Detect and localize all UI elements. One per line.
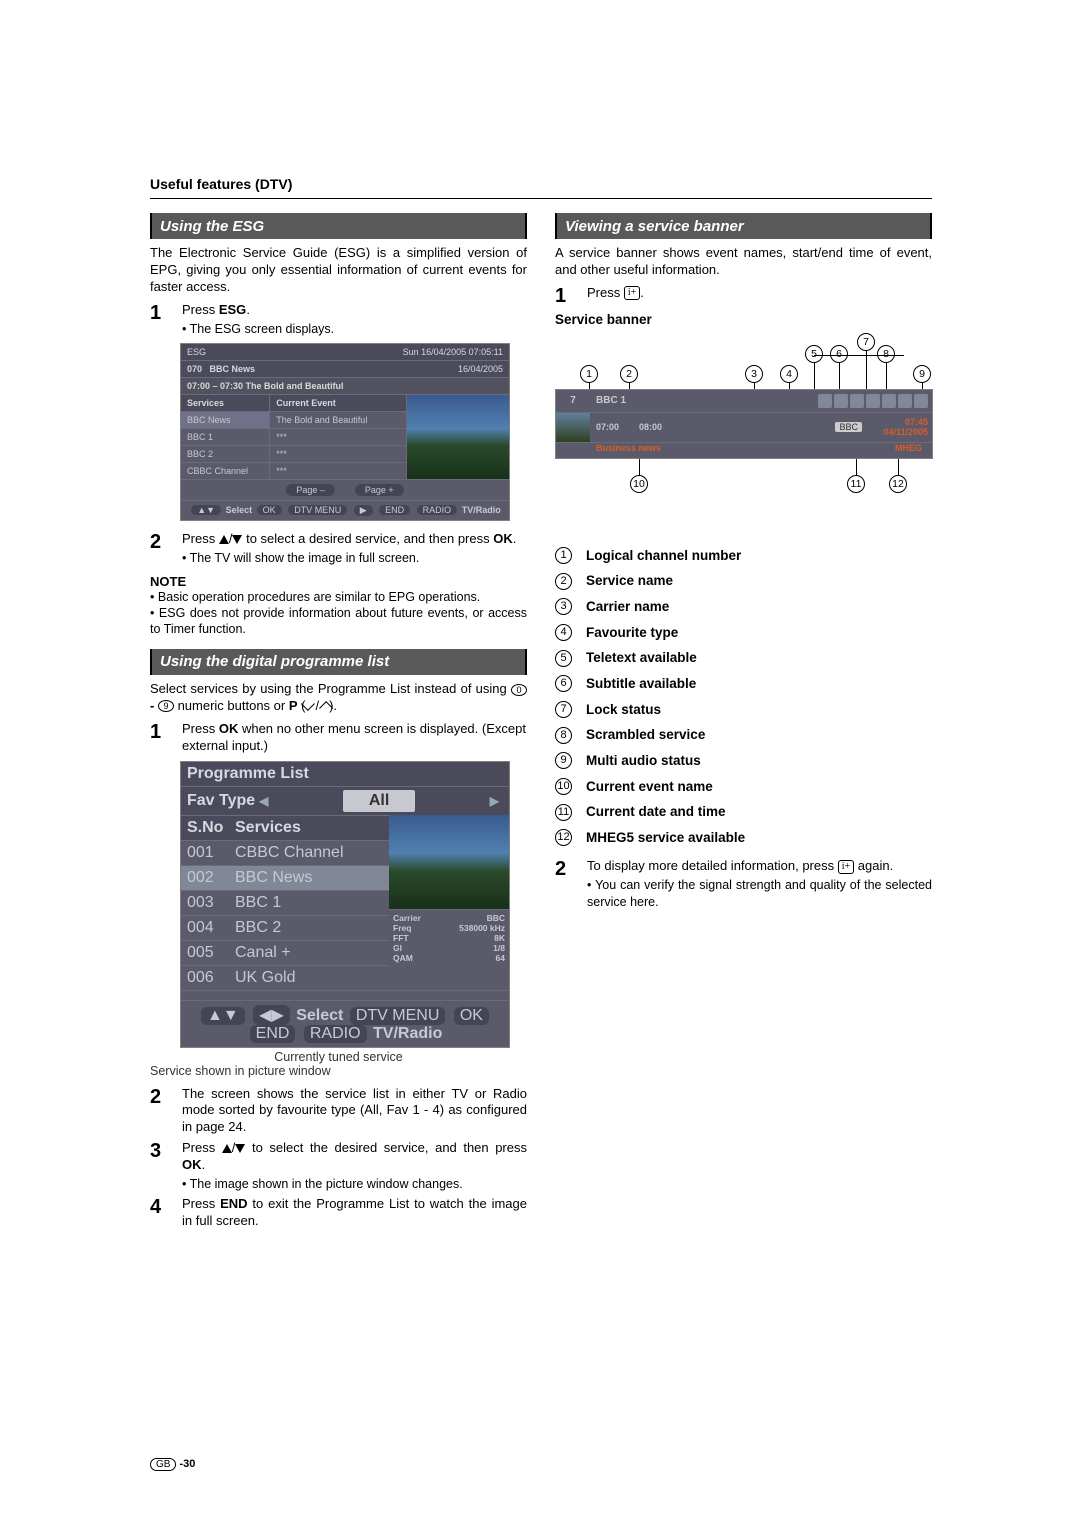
legend-list: 1Logical channel number 2Service name 3C…: [555, 543, 932, 851]
callout-10: 10: [630, 475, 648, 493]
note-heading: NOTE: [150, 574, 527, 589]
banner-channel-number: 7: [556, 395, 590, 406]
lock-icon: [866, 394, 880, 408]
heading-service-banner: Viewing a service banner: [557, 213, 930, 239]
scrambled-icon: [882, 394, 896, 408]
callout-6: 6: [830, 345, 848, 363]
step-2c: 2 To display more detailed information, …: [555, 858, 932, 909]
info-icon: i+: [838, 860, 854, 874]
step-2b: 2 The screen shows the service list in e…: [150, 1086, 527, 1137]
down-icon: [232, 535, 242, 544]
callout-5: 5: [805, 345, 823, 363]
heading-programme-list: Using the digital programme list: [152, 649, 525, 675]
page-footer: GB -30: [150, 1458, 195, 1470]
step-1b: 1 Press OK when no other menu screen is …: [150, 721, 527, 755]
down-icon: [235, 1144, 245, 1153]
programme-list-figure: Programme List Fav Type◀All▶ S.NoService…: [180, 761, 510, 1048]
callout-8: 8: [877, 345, 895, 363]
caption-currently-tuned: Currently tuned service: [150, 1050, 527, 1064]
esg-title: ESG: [187, 347, 206, 357]
pl-footer: ▲▼ ◀▶ Select DTV MENU OK END RADIO TV/Ra…: [181, 1000, 509, 1047]
callout-4: 4: [780, 365, 798, 383]
banner-thumbnail: [556, 413, 590, 442]
step-number: 1: [150, 302, 170, 337]
section-header: Useful features (DTV): [150, 176, 932, 192]
service-banner-box: 7 BBC 1 07:00 08:00 B: [555, 389, 933, 459]
callout-1: 1: [580, 365, 598, 383]
step-number: 3: [150, 1140, 170, 1192]
two-column-layout: Using the ESG The Electronic Service Gui…: [150, 213, 932, 1234]
callout-9: 9: [913, 365, 931, 383]
step-bullet: You can verify the signal strength and q…: [587, 877, 932, 910]
banner-mheg: MHEG: [895, 443, 932, 458]
banner-event-name: Business news: [556, 443, 661, 458]
heading-bar: Viewing a service banner: [555, 213, 932, 239]
sb-intro: A service banner shows event names, star…: [555, 245, 932, 279]
caption-picture-window: Service shown in picture window: [150, 1064, 527, 1078]
pl-preview-image: [389, 815, 509, 911]
fav-icon: [818, 394, 832, 408]
step-2: 2 Press / to select a desired service, a…: [150, 531, 527, 566]
heading-bar: Using the ESG: [150, 213, 527, 239]
pl-meta: CarrierBBC Freq538000 kHz FFT8K GI1/8 QA…: [389, 910, 509, 989]
step-1: 1 Press ESG. The ESG screen displays.: [150, 302, 527, 337]
press-label: Press ESG.: [182, 302, 250, 317]
step-bullet: The ESG screen displays.: [182, 321, 527, 337]
step-bullet: The image shown in the picture window ch…: [182, 1176, 527, 1192]
left-column: Using the ESG The Electronic Service Gui…: [150, 213, 527, 1234]
info-icon: i+: [624, 286, 640, 300]
nine-button-icon: 9: [158, 700, 174, 712]
right-column: Viewing a service banner A service banne…: [555, 213, 932, 1234]
banner-icons: [818, 394, 932, 408]
step-bullet: The TV will show the image in full scree…: [182, 550, 527, 566]
callout-2: 2: [620, 365, 638, 383]
callout-11: 11: [847, 475, 865, 493]
banner-channel-name: BBC 1: [590, 395, 818, 406]
esg-preview-image: [406, 395, 509, 479]
step-number: 4: [150, 1196, 170, 1230]
language-badge: GB: [150, 1458, 176, 1471]
heading-bar: Using the digital programme list: [150, 649, 527, 675]
audio2-icon: [914, 394, 928, 408]
service-banner-diagram: 1 2 3 4 5 6 7 8 9 10 11 12: [555, 333, 932, 533]
note-list: Basic operation procedures are similar t…: [150, 589, 527, 637]
esg-datetime: Sun 16/04/2005 07:05:11: [403, 347, 503, 357]
esg-figure: ESGSun 16/04/2005 07:05:11 070 BBC News1…: [180, 343, 510, 521]
callout-3: 3: [745, 365, 763, 383]
heading-esg: Using the ESG: [152, 213, 525, 239]
zero-button-icon: 0: [511, 684, 527, 696]
right-arrow-icon: ▶: [486, 794, 503, 808]
step-4b: 4 Press END to exit the Programme List t…: [150, 1196, 527, 1230]
teletext-icon: [834, 394, 848, 408]
step-number: 2: [555, 858, 575, 909]
step-number: 2: [150, 531, 170, 566]
callout-12: 12: [889, 475, 907, 493]
pl-intro: Select services by using the Programme L…: [150, 681, 527, 715]
subtitle-icon: [850, 394, 864, 408]
step-1c: 1 Press i+.: [555, 285, 932, 308]
step-number: 2: [150, 1086, 170, 1137]
step-number: 1: [555, 285, 575, 308]
left-arrow-icon: ◀: [255, 794, 272, 808]
up-icon: [219, 535, 229, 544]
esg-intro: The Electronic Service Guide (ESG) is a …: [150, 245, 527, 296]
step-3b: 3 Press / to select the desired service,…: [150, 1140, 527, 1192]
banner-carrier: BBC: [835, 422, 862, 432]
service-banner-label: Service banner: [555, 312, 932, 327]
esg-footer: ▲▼ Select OK DTV MENU ▶ END RADIO TV/Rad…: [181, 500, 509, 520]
step-number: 1: [150, 721, 170, 755]
up-icon: [222, 1144, 232, 1153]
callout-7: 7: [857, 333, 875, 351]
audio-icon: [898, 394, 912, 408]
